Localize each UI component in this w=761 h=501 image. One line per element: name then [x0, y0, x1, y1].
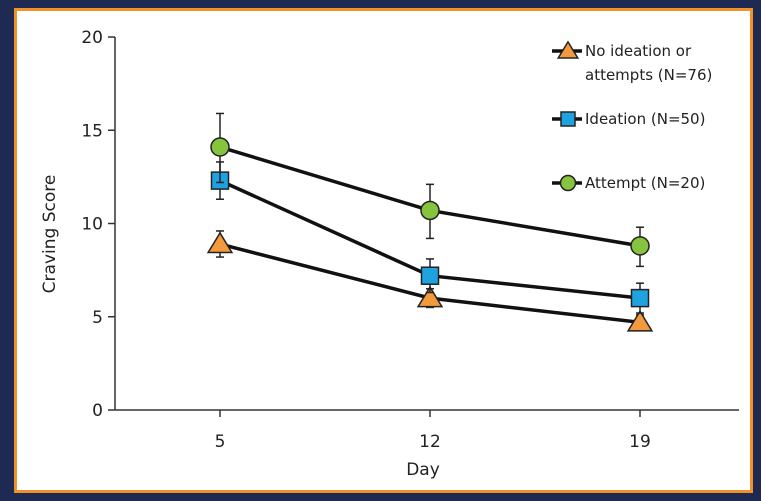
legend-marker: [556, 40, 580, 59]
series-square: [210, 161, 650, 314]
axes: [114, 37, 739, 411]
legend-marker: [560, 111, 576, 127]
series-group: [206, 112, 654, 332]
x-tick-label: 12: [419, 432, 441, 452]
legend-label: No ideation or: [585, 42, 692, 60]
y-ticks: 0 5 10 15 20: [81, 28, 115, 421]
y-tick-label: 10: [81, 215, 103, 235]
x-tick-label: 19: [629, 432, 651, 452]
data-point: [630, 288, 650, 308]
legend-marker: [559, 174, 577, 192]
chart-frame: 0 5 10 15 20 5 12 19 Craving Score Day No idea…: [14, 8, 753, 493]
y-axis-title: Craving Score: [40, 175, 60, 294]
legend-label: Ideation (N=50): [585, 110, 705, 128]
x-ticks: 5 12 19: [215, 410, 651, 452]
legend-entry: Ideation (N=50): [552, 110, 705, 128]
data-point: [420, 200, 440, 221]
series-circle: [210, 112, 650, 268]
legend-label: attempts (N=76): [585, 66, 712, 84]
y-tick-label: 0: [92, 401, 103, 421]
y-tick-label: 5: [92, 308, 103, 328]
line-chart: 0 5 10 15 20 5 12 19 Craving Score Day No idea…: [40, 28, 739, 480]
x-tick-label: 5: [215, 432, 226, 452]
legend-entry: No ideation or attempts (N=76): [552, 40, 712, 84]
data-point: [206, 231, 234, 254]
y-tick-label: 20: [81, 28, 103, 48]
data-point: [630, 236, 650, 256]
legend-entry: Attempt (N=20): [552, 174, 705, 192]
legend: No ideation or attempts (N=76) Ideation (N…: [552, 40, 712, 192]
data-point: [420, 266, 440, 285]
data-point: [416, 285, 444, 308]
x-axis-title: Day: [406, 460, 440, 480]
legend-label: Attempt (N=20): [585, 174, 705, 192]
y-tick-label: 15: [81, 121, 103, 141]
data-point: [626, 309, 654, 332]
data-point: [210, 137, 230, 157]
